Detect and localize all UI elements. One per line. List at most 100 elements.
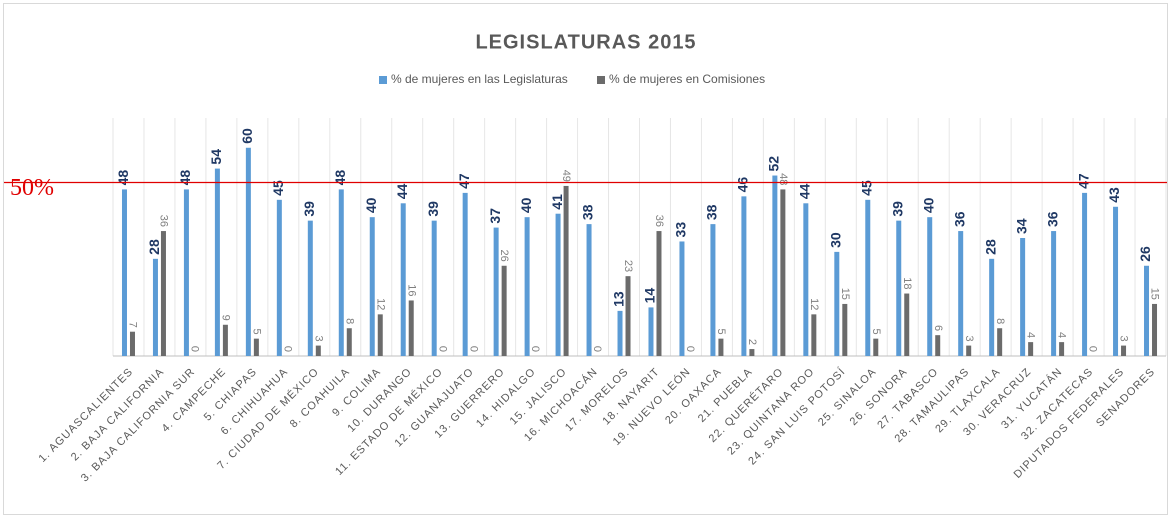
- value-label: 5: [715, 329, 727, 335]
- bar: [377, 314, 383, 356]
- value-label: 26: [498, 250, 510, 262]
- value-label: 47: [456, 173, 472, 189]
- value-label: 18: [901, 277, 913, 289]
- bar: [1082, 192, 1088, 356]
- bar: [811, 314, 817, 356]
- value-label: 46: [735, 177, 751, 193]
- bar: [462, 192, 468, 356]
- value-label: 0: [529, 346, 541, 352]
- bar: [431, 220, 437, 356]
- bar: [369, 217, 375, 356]
- bar: [214, 168, 220, 356]
- chart-border: [3, 3, 1168, 515]
- value-label: 39: [425, 201, 441, 217]
- value-label: 8: [343, 318, 355, 324]
- bar: [586, 224, 592, 356]
- value-label: 44: [394, 184, 410, 200]
- value-label: 43: [1106, 187, 1122, 203]
- value-label: 6: [932, 325, 944, 331]
- value-label: 15: [839, 288, 851, 300]
- bar: [873, 338, 879, 356]
- bar: [772, 175, 778, 356]
- chart-title: LEGISLATURAS 2015: [475, 31, 696, 53]
- value-label: 54: [208, 149, 224, 165]
- value-label: 41: [549, 194, 565, 210]
- bar: [1020, 238, 1026, 356]
- bar: [679, 241, 685, 356]
- value-label: 48: [115, 170, 131, 186]
- bar: [997, 328, 1003, 356]
- value-label: 36: [1044, 211, 1060, 227]
- value-label: 5: [250, 329, 262, 335]
- value-label: 16: [405, 284, 417, 296]
- value-label: 3: [312, 335, 324, 341]
- bar: [555, 213, 561, 356]
- value-label: 28: [146, 239, 162, 255]
- value-label: 40: [518, 197, 534, 213]
- value-label: 40: [363, 197, 379, 213]
- bar: [842, 303, 848, 356]
- value-label: 3: [1118, 335, 1130, 341]
- bar: [904, 293, 910, 356]
- value-label: 13: [611, 291, 627, 307]
- bar: [253, 338, 259, 356]
- value-label: 49: [560, 170, 572, 182]
- legend-swatch: [379, 76, 387, 84]
- value-label: 40: [920, 197, 936, 213]
- value-label: 36: [158, 215, 170, 227]
- bar: [121, 189, 127, 356]
- value-label: 12: [374, 298, 386, 310]
- bar: [958, 231, 964, 356]
- bar: [803, 203, 809, 356]
- value-label: 0: [591, 346, 603, 352]
- value-label: 39: [889, 201, 905, 217]
- bar: [338, 189, 344, 356]
- bar: [1059, 342, 1065, 356]
- bar: [935, 335, 941, 356]
- bar: [1113, 206, 1119, 356]
- bar: [1028, 342, 1034, 356]
- value-label: 38: [704, 204, 720, 220]
- value-label: 3: [963, 335, 975, 341]
- bar: [834, 251, 840, 356]
- value-label: 14: [642, 288, 658, 304]
- bar: [966, 345, 972, 356]
- bar: [927, 217, 933, 356]
- bar: [1152, 303, 1158, 356]
- bar: [1121, 345, 1127, 356]
- bar: [524, 217, 530, 356]
- bar: [656, 231, 662, 356]
- value-label: 37: [487, 208, 503, 224]
- bar: [865, 199, 871, 356]
- bar: [749, 349, 755, 356]
- bar: [493, 227, 499, 356]
- value-label: 4: [1056, 332, 1068, 338]
- bar: [346, 328, 352, 356]
- legend-label: % de mujeres en las Legislaturas: [391, 72, 568, 86]
- value-label: 48: [177, 170, 193, 186]
- legend-label: % de mujeres en Comisiones: [609, 72, 765, 86]
- value-label: 48: [777, 173, 789, 185]
- value-label: 15: [1149, 288, 1161, 300]
- bar: [1051, 231, 1057, 356]
- value-label: 39: [301, 201, 317, 217]
- bar: [780, 189, 786, 356]
- value-label: 48: [332, 170, 348, 186]
- bar: [222, 324, 228, 356]
- legend-swatch: [597, 76, 605, 84]
- value-label: 60: [239, 128, 255, 144]
- bar: [160, 231, 166, 356]
- value-label: 0: [684, 346, 696, 352]
- value-label: 0: [1087, 346, 1099, 352]
- value-label: 5: [870, 329, 882, 335]
- bar: [408, 300, 414, 356]
- value-label: 38: [580, 204, 596, 220]
- bar: [718, 338, 724, 356]
- bar: [648, 307, 654, 356]
- bar: [400, 203, 406, 356]
- value-label: 2: [746, 339, 758, 345]
- value-label: 26: [1137, 246, 1153, 262]
- value-label: 44: [797, 184, 813, 200]
- value-label: 7: [127, 322, 139, 328]
- value-label: 34: [1013, 218, 1029, 234]
